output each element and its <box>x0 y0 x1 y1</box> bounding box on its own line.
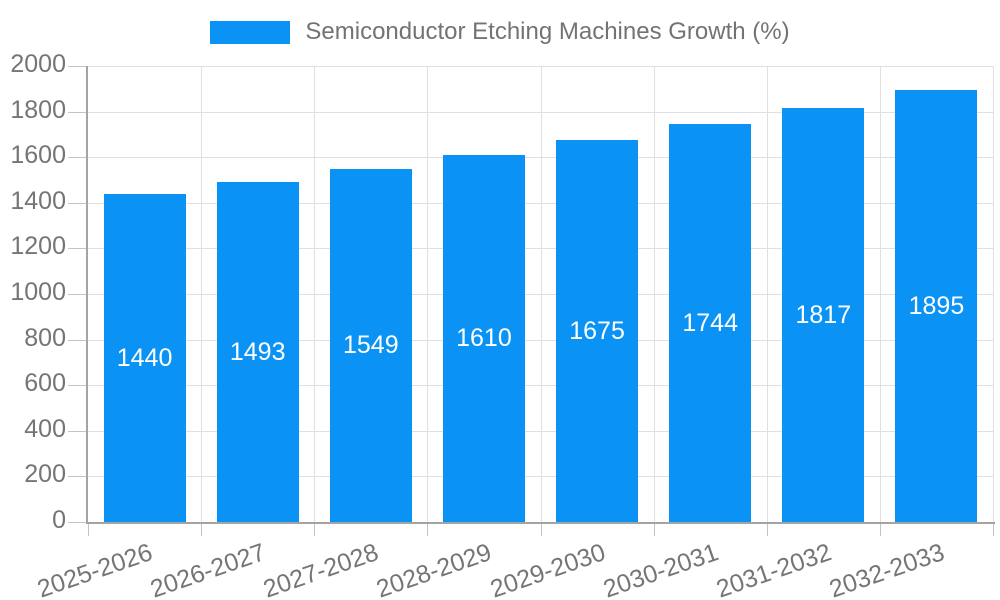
x-tick-label: 2027-2028 <box>260 538 383 600</box>
y-tick <box>68 385 88 387</box>
y-tick <box>68 157 88 159</box>
y-tick-label: 2000 <box>10 50 66 78</box>
x-tick <box>653 522 655 536</box>
x-tick <box>540 522 542 536</box>
y-tick-label: 600 <box>24 369 66 398</box>
y-tick <box>68 66 88 67</box>
y-tick-label: 1800 <box>10 95 66 124</box>
x-axis-line <box>86 522 995 524</box>
bar-value-label: 1440 <box>116 343 173 372</box>
bar-value-label: 1817 <box>795 300 852 329</box>
y-tick-label: 800 <box>24 323 66 352</box>
bar-value-label: 1493 <box>229 337 286 366</box>
bar <box>103 193 186 522</box>
y-tick <box>68 111 88 113</box>
y-tick <box>68 339 88 341</box>
bar <box>216 181 299 522</box>
y-tick-label: 200 <box>24 460 66 489</box>
x-tick <box>766 522 768 536</box>
bar-value-label: 1895 <box>908 291 965 320</box>
x-gridline <box>201 66 203 522</box>
bar-value-label: 1549 <box>343 331 399 360</box>
bar <box>442 154 525 522</box>
x-tick <box>88 522 89 536</box>
y-tick <box>68 248 88 250</box>
x-gridline <box>314 66 316 522</box>
y-tick-label: 1200 <box>10 232 66 261</box>
legend-swatch <box>210 20 291 44</box>
bar <box>895 89 978 522</box>
y-tick <box>68 202 88 204</box>
bar-value-label: 1675 <box>569 317 625 346</box>
y-tick <box>68 476 88 478</box>
x-gridline <box>540 66 542 522</box>
y-tick-label: 1000 <box>10 278 66 306</box>
x-tick <box>993 522 994 536</box>
y-tick-label: 400 <box>24 414 66 443</box>
y-tick <box>68 294 88 295</box>
bar <box>669 124 752 522</box>
bar <box>556 140 639 522</box>
chart-legend: Semiconductor Etching Machines Growth (%… <box>0 18 1000 46</box>
legend-label: Semiconductor Etching Machines Growth (%… <box>305 18 790 45</box>
bar-value-label: 1610 <box>456 324 512 353</box>
x-gridline <box>879 66 881 522</box>
y-tick-label: 1400 <box>10 186 66 215</box>
y-tick <box>68 522 88 523</box>
x-gridline <box>993 66 994 522</box>
y-tick-label: 1600 <box>10 141 66 170</box>
x-tick <box>314 522 316 536</box>
x-gridline <box>766 66 768 522</box>
x-tick-label: 2026-2027 <box>146 538 270 600</box>
bar <box>329 168 412 522</box>
x-tick-label: 2031-2032 <box>712 538 835 600</box>
x-tick <box>427 522 429 536</box>
x-gridline <box>427 66 429 522</box>
x-gridline <box>653 66 655 522</box>
x-tick-label: 2028-2029 <box>373 538 496 600</box>
y-tick-label: 0 <box>52 506 66 534</box>
bar-value-label: 1744 <box>682 309 738 338</box>
y-axis-line <box>86 66 88 524</box>
x-tick-label: 2025-2026 <box>33 538 157 600</box>
x-tick <box>201 522 203 536</box>
y-tick <box>68 430 88 432</box>
bar <box>782 107 865 522</box>
x-tick <box>879 522 881 536</box>
x-tick-label: 2029-2030 <box>486 538 609 600</box>
x-tick-label: 2032-2033 <box>825 538 948 600</box>
x-tick-label: 2030-2031 <box>599 538 722 600</box>
